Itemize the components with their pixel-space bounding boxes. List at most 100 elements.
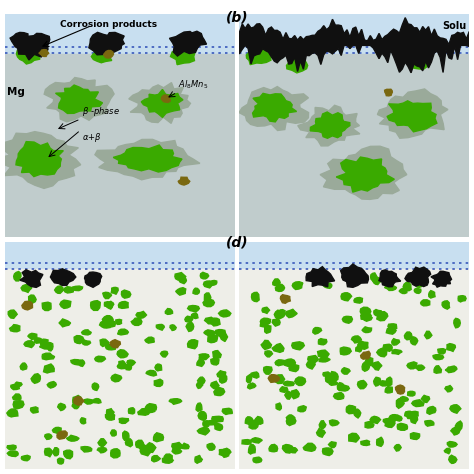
Bar xyxy=(239,269,469,469)
Polygon shape xyxy=(408,56,427,69)
Polygon shape xyxy=(387,101,437,132)
Polygon shape xyxy=(239,87,309,130)
Polygon shape xyxy=(104,301,114,307)
Polygon shape xyxy=(15,382,22,387)
Polygon shape xyxy=(203,281,213,288)
Polygon shape xyxy=(415,365,425,370)
Polygon shape xyxy=(265,351,273,357)
Polygon shape xyxy=(412,400,424,407)
Polygon shape xyxy=(66,435,79,441)
Polygon shape xyxy=(275,284,284,292)
Polygon shape xyxy=(374,377,381,386)
Polygon shape xyxy=(219,448,231,456)
Polygon shape xyxy=(212,416,223,422)
Polygon shape xyxy=(178,177,190,185)
Text: $\alpha$+$\beta$: $\alpha$+$\beta$ xyxy=(82,131,101,144)
Polygon shape xyxy=(377,89,448,138)
Polygon shape xyxy=(308,356,318,363)
Polygon shape xyxy=(274,310,284,319)
Polygon shape xyxy=(97,447,107,453)
Polygon shape xyxy=(59,319,71,327)
Polygon shape xyxy=(74,396,84,405)
Polygon shape xyxy=(403,283,411,291)
Polygon shape xyxy=(64,450,73,459)
Polygon shape xyxy=(361,315,369,319)
Polygon shape xyxy=(383,344,392,351)
Polygon shape xyxy=(7,451,18,456)
Polygon shape xyxy=(126,364,132,370)
Polygon shape xyxy=(394,445,401,451)
Bar xyxy=(5,269,235,469)
Polygon shape xyxy=(319,421,326,428)
Polygon shape xyxy=(165,309,173,314)
Polygon shape xyxy=(260,318,271,324)
Polygon shape xyxy=(121,290,131,298)
Polygon shape xyxy=(326,374,332,383)
Polygon shape xyxy=(405,267,431,287)
Polygon shape xyxy=(176,288,186,295)
Polygon shape xyxy=(210,281,217,285)
Polygon shape xyxy=(370,416,381,423)
Polygon shape xyxy=(82,340,91,345)
Polygon shape xyxy=(100,321,110,328)
Polygon shape xyxy=(379,270,401,287)
Polygon shape xyxy=(198,377,205,384)
Text: Solu: Solu xyxy=(443,21,467,31)
Polygon shape xyxy=(214,387,225,396)
Polygon shape xyxy=(193,288,200,294)
Polygon shape xyxy=(374,310,382,316)
Polygon shape xyxy=(289,365,299,372)
Polygon shape xyxy=(82,330,91,335)
Polygon shape xyxy=(395,385,405,394)
Polygon shape xyxy=(323,372,331,377)
Text: Al$_8$Mn$_5$: Al$_8$Mn$_5$ xyxy=(178,79,209,91)
Polygon shape xyxy=(292,390,299,399)
Bar xyxy=(5,242,235,269)
Polygon shape xyxy=(60,300,71,309)
Bar xyxy=(5,55,235,237)
Polygon shape xyxy=(290,448,297,453)
Polygon shape xyxy=(111,287,118,294)
Polygon shape xyxy=(119,418,128,423)
Polygon shape xyxy=(341,368,350,374)
Polygon shape xyxy=(346,405,356,414)
Polygon shape xyxy=(53,447,59,456)
Polygon shape xyxy=(306,266,335,287)
Polygon shape xyxy=(252,292,259,301)
Polygon shape xyxy=(200,272,209,279)
Polygon shape xyxy=(400,397,408,401)
Polygon shape xyxy=(125,439,132,447)
Polygon shape xyxy=(117,364,129,369)
Polygon shape xyxy=(146,404,156,410)
Polygon shape xyxy=(170,325,176,330)
Polygon shape xyxy=(388,324,397,330)
Polygon shape xyxy=(20,270,43,287)
Polygon shape xyxy=(211,358,219,365)
Polygon shape xyxy=(361,440,370,446)
Polygon shape xyxy=(58,403,65,410)
Polygon shape xyxy=(351,336,361,343)
Polygon shape xyxy=(78,360,85,366)
Polygon shape xyxy=(408,392,415,396)
Polygon shape xyxy=(425,331,432,339)
Polygon shape xyxy=(44,364,54,373)
Polygon shape xyxy=(362,327,372,333)
Polygon shape xyxy=(362,362,370,371)
Polygon shape xyxy=(163,457,173,463)
Polygon shape xyxy=(21,456,30,461)
Polygon shape xyxy=(396,399,404,409)
Polygon shape xyxy=(220,332,228,342)
Polygon shape xyxy=(286,417,296,426)
Polygon shape xyxy=(117,350,128,358)
Polygon shape xyxy=(261,340,272,349)
Text: (d): (d) xyxy=(226,236,248,250)
Polygon shape xyxy=(317,428,325,437)
Polygon shape xyxy=(131,318,142,326)
Polygon shape xyxy=(8,310,17,319)
Polygon shape xyxy=(146,370,156,376)
Polygon shape xyxy=(445,385,453,392)
Polygon shape xyxy=(136,311,146,319)
Polygon shape xyxy=(285,390,291,399)
Polygon shape xyxy=(341,264,368,287)
Polygon shape xyxy=(198,411,206,420)
